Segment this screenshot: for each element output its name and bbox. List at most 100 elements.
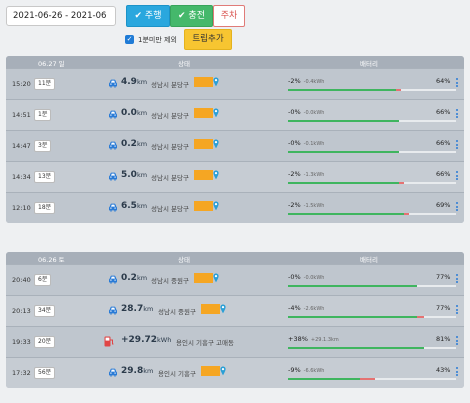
distance-value: 0.2km <box>121 273 147 283</box>
battery-change-percent: -0% <box>288 139 301 147</box>
battery-column-header: 배터리 <box>360 60 378 68</box>
battery-bar-fill <box>288 120 399 122</box>
battery-bar <box>288 285 456 287</box>
distance-value: 29.8km <box>121 366 153 376</box>
exclude-short-label: 1분미만 제외 <box>138 36 177 44</box>
car-icon <box>108 368 118 377</box>
battery-bar-fill <box>288 347 425 349</box>
battery-change: -2% -1.3kWh <box>288 170 324 178</box>
drive-filter-button[interactable]: ✔ 주행 <box>126 5 170 27</box>
location-text: 용인시 기흥구 고매동 <box>176 339 234 347</box>
duration-badge: 34분 <box>34 305 56 317</box>
location-text: 성남시 분당구 <box>151 174 189 182</box>
charge-filter-button[interactable]: ✔ 충전 <box>170 5 213 27</box>
address-redaction <box>194 273 214 283</box>
more-menu-icon[interactable] <box>456 305 459 316</box>
value-number: +29.72 <box>121 335 158 345</box>
more-menu-icon[interactable] <box>456 274 459 285</box>
duration-badge: 56분 <box>34 367 56 379</box>
day-date: 06.27 일 <box>38 60 65 68</box>
battery-change-percent: -4% <box>288 304 301 312</box>
distance-value: 4.9km <box>121 77 147 87</box>
trip-row[interactable]: 12:10 18분 6.5km 성남시 분당구 -2% -1.5kWh 69% <box>6 192 464 223</box>
trip-row[interactable]: 14:51 1분 0.0km 성남시 분당구 -0% -0.0kWh 66% <box>6 99 464 130</box>
value-number: 0.2 <box>121 273 137 283</box>
value-number: 29.8 <box>121 366 144 376</box>
duration-badge: 18분 <box>34 202 56 214</box>
battery-change-energy: -0.4kWh <box>303 79 325 85</box>
more-menu-icon[interactable] <box>456 109 459 120</box>
battery-change-energy: -0.0kWh <box>303 110 325 116</box>
value-number: 28.7 <box>121 304 144 314</box>
location-text: 성남시 분당구 <box>151 143 189 151</box>
map-pin-icon[interactable] <box>213 139 219 149</box>
park-filter-button[interactable]: 주차 <box>213 5 245 27</box>
day-date: 06.26 토 <box>38 256 65 264</box>
battery-column-header: 배터리 <box>360 256 378 264</box>
date-range-input[interactable]: 2021-06-26 - 2021-06 <box>6 6 116 26</box>
map-pin-icon[interactable] <box>220 366 226 376</box>
car-icon <box>108 110 118 119</box>
battery-change-energy: -1.5kWh <box>303 203 325 209</box>
more-menu-icon[interactable] <box>456 202 459 213</box>
distance-value: 0.2km <box>121 139 147 149</box>
battery-bar <box>288 213 456 215</box>
value-unit: km <box>136 171 148 179</box>
more-menu-icon[interactable] <box>456 171 459 182</box>
more-menu-icon[interactable] <box>456 367 459 378</box>
day-panel: 06.26 토 상태 배터리 20:40 6분 0.2km 성남시 중원구 -0% -0.0kW… <box>6 252 464 388</box>
value-unit: km <box>136 140 148 148</box>
battery-bar-fill <box>288 378 361 380</box>
battery-bar-fill <box>288 213 404 215</box>
trip-row[interactable]: 14:47 3분 0.2km 성남시 분당구 -0% -0.1kWh 66% <box>6 130 464 161</box>
trip-row[interactable]: 17:32 56분 29.8km 용인시 기흥구 -9% -6.6kWh 43% <box>6 357 464 388</box>
battery-change: -0% -0.0kWh <box>288 273 324 281</box>
address-redaction <box>201 366 221 376</box>
battery-bar-fill <box>288 316 418 318</box>
day-header: 06.26 토 상태 배터리 <box>6 252 464 264</box>
map-pin-icon[interactable] <box>213 201 219 211</box>
duration-badge: 11분 <box>34 78 56 90</box>
value-unit: km <box>136 202 148 210</box>
value-unit: km <box>143 305 154 313</box>
battery-percent: 77% <box>436 304 451 312</box>
battery-change: -2% -1.5kWh <box>288 201 324 209</box>
battery-change: -9% -6.6kWh <box>288 366 324 374</box>
trip-row[interactable]: 19:33 20분 +29.72kWh 용인시 기흥구 고매동 +38% +29.1.3k… <box>6 326 464 357</box>
distance-value: 0.0km <box>121 108 147 118</box>
map-pin-icon[interactable] <box>213 170 219 180</box>
location-text: 성남시 분당구 <box>151 205 189 213</box>
battery-change-percent: -0% <box>288 273 301 281</box>
map-pin-icon[interactable] <box>213 77 219 87</box>
trip-time: 14:47 <box>12 142 31 150</box>
battery-change-energy: -2.6kWh <box>303 306 325 312</box>
trip-row[interactable]: 14:34 13분 5.0km 성남시 분당구 -2% -1.3kWh 66% <box>6 161 464 192</box>
trip-time: 20:13 <box>12 307 31 315</box>
map-pin-icon[interactable] <box>220 304 226 314</box>
trip-row[interactable]: 20:13 34분 28.7km 성남시 중원구 -4% -2.6kWh 77% <box>6 295 464 326</box>
car-icon <box>108 141 118 150</box>
duration-badge: 6분 <box>34 274 52 286</box>
exclude-short-checkbox[interactable]: ✓ <box>125 35 134 44</box>
more-menu-icon[interactable] <box>456 78 459 89</box>
more-menu-icon[interactable] <box>456 336 459 347</box>
battery-bar-used <box>395 89 401 91</box>
distance-value: 28.7km <box>121 304 153 314</box>
trip-row[interactable]: 15:20 11분 4.9km 성남시 분당구 -2% -0.4kWh 64% <box>6 68 464 99</box>
trip-add-button[interactable]: 트립추가 <box>184 29 232 50</box>
trip-row[interactable]: 20:40 6분 0.2km 성남시 중원구 -0% -0.0kWh 77% <box>6 264 464 295</box>
trip-time: 12:10 <box>12 204 31 212</box>
map-pin-icon[interactable] <box>213 108 219 118</box>
battery-bar-fill <box>288 151 399 153</box>
map-pin-icon[interactable] <box>213 273 219 283</box>
battery-bar <box>288 182 456 184</box>
car-icon <box>108 172 118 181</box>
car-icon <box>108 275 118 284</box>
value-number: 6.5 <box>121 201 137 211</box>
location-text: 성남시 분당구 <box>151 112 189 120</box>
battery-bar-fill <box>288 89 396 91</box>
battery-bar <box>288 151 456 153</box>
battery-change-percent: -2% <box>288 170 301 178</box>
more-menu-icon[interactable] <box>456 140 459 151</box>
battery-percent: 81% <box>436 335 451 343</box>
